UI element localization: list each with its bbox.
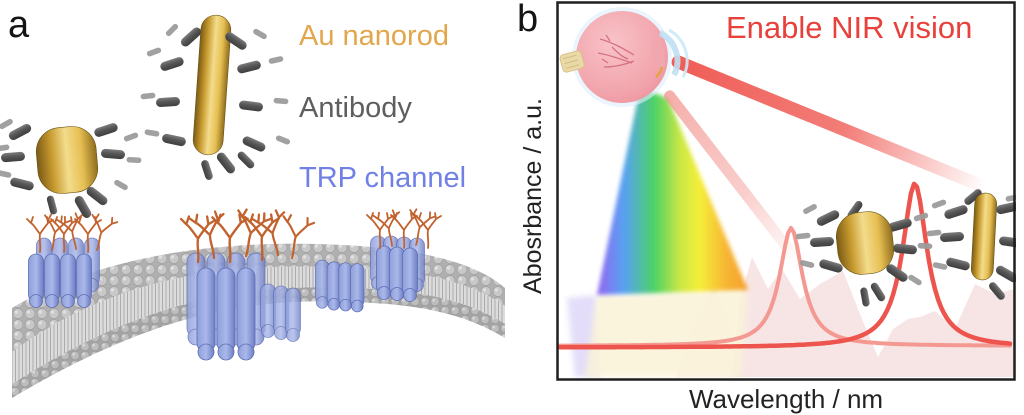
legend-au-nanorod: Au nanorod — [299, 20, 449, 52]
absorbance-background-silhouette — [732, 257, 1014, 377]
y-axis-label: Abosrbance / a.u. — [519, 98, 547, 294]
absorbance-plot — [556, 1, 1016, 381]
legend-trp-channel: TRP channel — [299, 162, 467, 194]
cornea — [651, 28, 689, 78]
nir-title: Enable NIR vision — [726, 10, 973, 45]
gold-nanorod-short — [0, 117, 142, 220]
rainbow-spectrum — [597, 88, 748, 295]
legend-antibody: Antibody — [299, 92, 412, 124]
x-axis-label: Wavelength / nm — [688, 384, 884, 414]
optic-nerve — [559, 50, 585, 73]
panel-a-illustration — [0, 14, 505, 398]
panel-b-label: b — [517, 0, 539, 40]
trp-channel-cluster — [315, 259, 365, 313]
cream-band — [585, 290, 748, 377]
panel-a-label: a — [8, 4, 30, 46]
nir-beam — [671, 55, 986, 192]
long-nanorod-icon — [926, 187, 1016, 302]
short-nanorod-icon — [795, 199, 933, 308]
gold-nanorod-long — [140, 14, 291, 181]
eye-icon — [559, 7, 689, 107]
trp-channel-cluster — [370, 235, 425, 302]
absorbance-curve-long-rod — [557, 181, 1013, 350]
plot-border — [556, 1, 1016, 381]
nir-beam-faint — [664, 90, 801, 263]
membrane-illustration — [12, 243, 505, 398]
